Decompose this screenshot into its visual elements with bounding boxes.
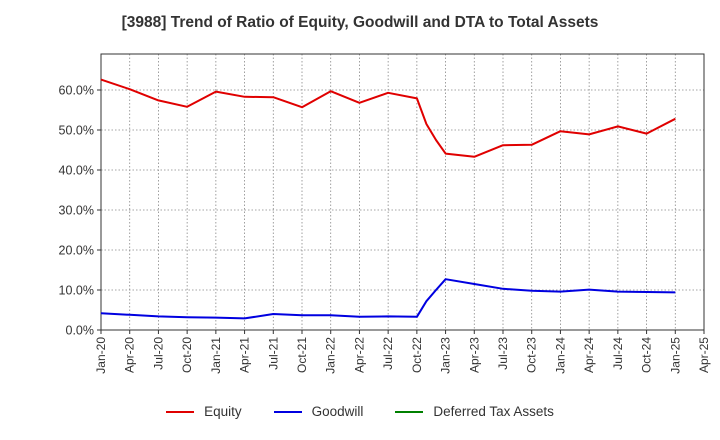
legend: Equity Goodwill Deferred Tax Assets (0, 404, 720, 419)
x-tick-label: Jan-25 (668, 337, 682, 374)
x-tick-label: Apr-20 (123, 337, 137, 373)
legend-label-equity: Equity (204, 404, 242, 419)
legend-swatch-equity (166, 410, 195, 413)
legend-item-equity: Equity (166, 404, 242, 419)
x-tick-label: Apr-23 (467, 337, 481, 373)
x-tick-label: Oct-21 (295, 337, 309, 373)
x-tick-label: Jan-24 (553, 337, 567, 374)
x-tick-label: Oct-20 (180, 337, 194, 373)
x-tick-label: Jul-22 (381, 337, 395, 370)
x-tick-label: Apr-24 (582, 337, 596, 373)
legend-label-goodwill: Goodwill (311, 404, 364, 419)
x-tick-label: Oct-23 (525, 337, 539, 373)
x-tick-label: Apr-21 (238, 337, 252, 373)
x-tick-label: Oct-22 (410, 337, 424, 373)
x-tick-label: Jan-21 (209, 337, 223, 374)
axis-ticks: Jan-20 Apr-20 Jul-20 Oct-20 Jan-21 Apr-21 Jul-… (59, 84, 711, 374)
legend-swatch-goodwill (273, 410, 302, 413)
y-tick-label: 40.0% (59, 164, 94, 178)
y-tick-label: 10.0% (59, 284, 94, 298)
x-tick-label: Jan-20 (94, 337, 108, 374)
series-lines (100, 78, 676, 320)
plot-area-border (100, 53, 705, 331)
y-tick-label: 50.0% (59, 124, 94, 138)
x-tick-label: Apr-22 (352, 337, 366, 373)
y-tick-label: 20.0% (59, 244, 94, 258)
legend-item-goodwill: Goodwill (273, 404, 364, 419)
series-line-equity (100, 78, 676, 158)
x-tick-label: Jul-24 (611, 337, 625, 370)
x-tick-label: Jul-23 (496, 337, 510, 370)
chart-title: [3988] Trend of Ratio of Equity, Goodwil… (121, 14, 599, 31)
series-line-goodwill (100, 278, 676, 320)
x-tick-label: Jan-23 (439, 337, 453, 374)
legend-item-deferred-tax-assets: Deferred Tax Assets (395, 404, 554, 419)
x-tick-label: Oct-24 (640, 337, 654, 373)
x-tick-label: Apr-25 (697, 337, 711, 373)
legend-label-deferred-tax-assets: Deferred Tax Assets (433, 404, 554, 419)
x-tick-label: Jul-20 (151, 337, 165, 370)
legend-swatch-deferred-tax-assets (395, 410, 424, 413)
x-tick-label: Jan-22 (324, 337, 338, 374)
gridlines (101, 54, 704, 330)
y-tick-label: 30.0% (59, 204, 94, 218)
x-tick-label: Jul-21 (266, 337, 280, 370)
y-tick-label: 60.0% (59, 84, 94, 98)
y-tick-label: 0.0% (66, 324, 95, 338)
